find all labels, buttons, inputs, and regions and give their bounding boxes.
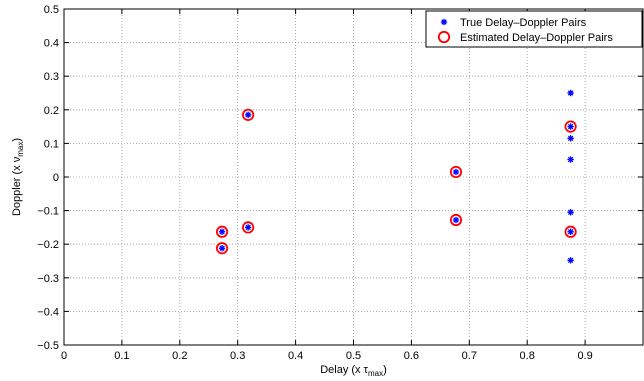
true-pair-point	[245, 112, 251, 118]
true-pair-point	[219, 245, 225, 251]
true-pair-point	[567, 135, 573, 141]
x-tick-label: 0.5	[346, 350, 361, 362]
legend-asterisk-marker	[441, 19, 447, 25]
true-pair-point	[245, 224, 251, 230]
x-axis-label: Delay (x τmax)	[320, 364, 387, 378]
y-tick-label: 0.1	[44, 138, 59, 150]
x-tick-label: 0.1	[114, 350, 129, 362]
tick-labels: 0 0.1 0.2 0.3 0.4 0.5 0.6 0.7 0.8 0.9 −0.5 −0.4 −0.3…	[37, 4, 592, 362]
y-tick-label: −0.3	[37, 273, 59, 285]
y-tick-label: −0.4	[37, 306, 59, 318]
x-tick-label: 0.9	[577, 350, 592, 362]
x-tick-label: 0.6	[404, 350, 419, 362]
y-tick-label: 0	[53, 172, 59, 184]
y-tick-label: −0.5	[37, 340, 59, 352]
y-tick-label: −0.2	[37, 239, 59, 251]
true-pair-point	[453, 217, 459, 223]
true-pair-point	[219, 229, 225, 235]
y-tick-label: 0.4	[44, 38, 59, 50]
legend-entry-label: Estimated Delay–Doppler Pairs	[460, 32, 613, 44]
true-pair-point	[567, 90, 573, 96]
true-pair-point	[567, 257, 573, 263]
y-tick-label: −0.1	[37, 206, 59, 218]
x-tick-label: 0.4	[288, 350, 303, 362]
x-tick-label: 0.2	[172, 350, 187, 362]
legend-entry-label: True Delay–Doppler Pairs	[460, 17, 587, 29]
true-pair-point	[567, 156, 573, 162]
x-tick-label: 0	[61, 350, 67, 362]
y-tick-label: 0.5	[44, 4, 59, 16]
true-pair-point	[567, 209, 573, 215]
x-tick-label: 0.7	[462, 350, 477, 362]
x-tick-label: 0.3	[230, 350, 245, 362]
legend: True Delay–Doppler Pairs Estimated Delay–…	[426, 11, 642, 47]
y-tick-label: 0.3	[44, 71, 59, 83]
y-tick-label: 0.2	[44, 105, 59, 117]
grid	[64, 9, 643, 345]
data-points	[217, 90, 576, 264]
true-pair-point	[567, 229, 573, 235]
true-pair-point	[567, 123, 573, 129]
x-tick-label: 0.8	[520, 350, 535, 362]
y-axis-label: Doppler (x νmax)	[11, 138, 25, 216]
true-pair-point	[453, 169, 459, 175]
